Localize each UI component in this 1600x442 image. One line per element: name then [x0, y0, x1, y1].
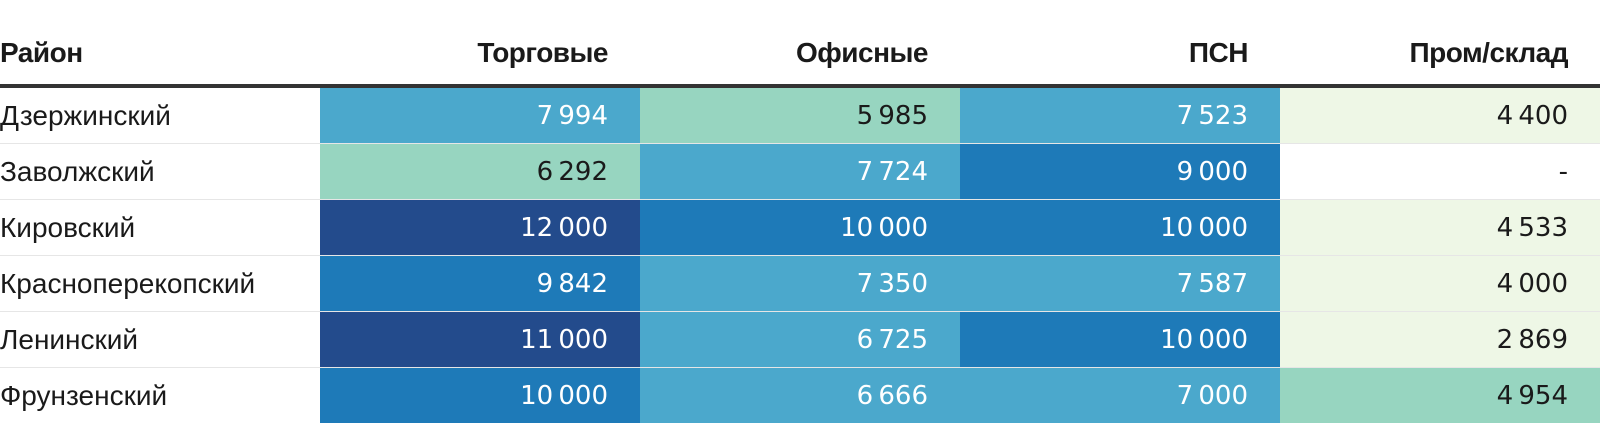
heat-cell-office: 6 666 [640, 367, 960, 423]
heat-cell-office: 6 725 [640, 311, 960, 368]
table-row: Фрунзенский 10 000 6 666 7 000 4 954 [0, 367, 1600, 423]
heat-cell-retail: 6 292 [320, 143, 640, 200]
column-header-industrial: Пром/склад [1280, 22, 1600, 88]
district-label: Фрунзенский [0, 367, 320, 423]
heat-cell-industrial: 4 400 [1280, 86, 1600, 144]
table-row: Кировский 12 000 10 000 10 000 4 533 [0, 199, 1600, 256]
table-body: Дзержинский 7 994 5 985 7 523 4 400 Заволжски… [0, 86, 1600, 423]
table-row: Ленинский 11 000 6 725 10 000 2 869 [0, 311, 1600, 368]
district-label: Ленинский [0, 311, 320, 368]
heat-cell-office: 7 724 [640, 143, 960, 200]
column-header-psn: ПСН [960, 22, 1280, 88]
table-row: Дзержинский 7 994 5 985 7 523 4 400 [0, 86, 1600, 144]
heatmap-table: Район Торговые Офисные ПСН Пром/склад Дз… [0, 22, 1600, 423]
heat-cell-retail: 11 000 [320, 311, 640, 368]
heat-cell-psn: 10 000 [960, 199, 1280, 256]
heat-cell-psn: 9 000 [960, 143, 1280, 200]
table-row: Красноперекопский 9 842 7 350 7 587 4 000 [0, 255, 1600, 312]
heat-cell-psn: 7 000 [960, 367, 1280, 423]
district-label: Заволжский [0, 143, 320, 200]
heat-cell-industrial: - [1280, 143, 1600, 200]
header-row: Район Торговые Офисные ПСН Пром/склад [0, 22, 1600, 88]
district-label: Кировский [0, 199, 320, 256]
heat-cell-office: 10 000 [640, 199, 960, 256]
heat-cell-office: 5 985 [640, 86, 960, 144]
heat-cell-industrial: 4 533 [1280, 199, 1600, 256]
heat-cell-industrial: 4 000 [1280, 255, 1600, 312]
heat-cell-psn: 7 523 [960, 86, 1280, 144]
column-header-district: Район [0, 22, 320, 88]
district-label: Дзержинский [0, 86, 320, 144]
heat-cell-industrial: 2 869 [1280, 311, 1600, 368]
heat-cell-office: 7 350 [640, 255, 960, 312]
heat-cell-retail: 9 842 [320, 255, 640, 312]
heat-cell-retail: 7 994 [320, 86, 640, 144]
heat-cell-retail: 12 000 [320, 199, 640, 256]
column-header-office: Офисные [640, 22, 960, 88]
column-header-retail: Торговые [320, 22, 640, 88]
heat-cell-retail: 10 000 [320, 367, 640, 423]
district-label: Красноперекопский [0, 255, 320, 312]
table-row: Заволжский 6 292 7 724 9 000- [0, 143, 1600, 200]
heat-cell-industrial: 4 954 [1280, 367, 1600, 423]
heat-cell-psn: 10 000 [960, 311, 1280, 368]
heat-cell-psn: 7 587 [960, 255, 1280, 312]
